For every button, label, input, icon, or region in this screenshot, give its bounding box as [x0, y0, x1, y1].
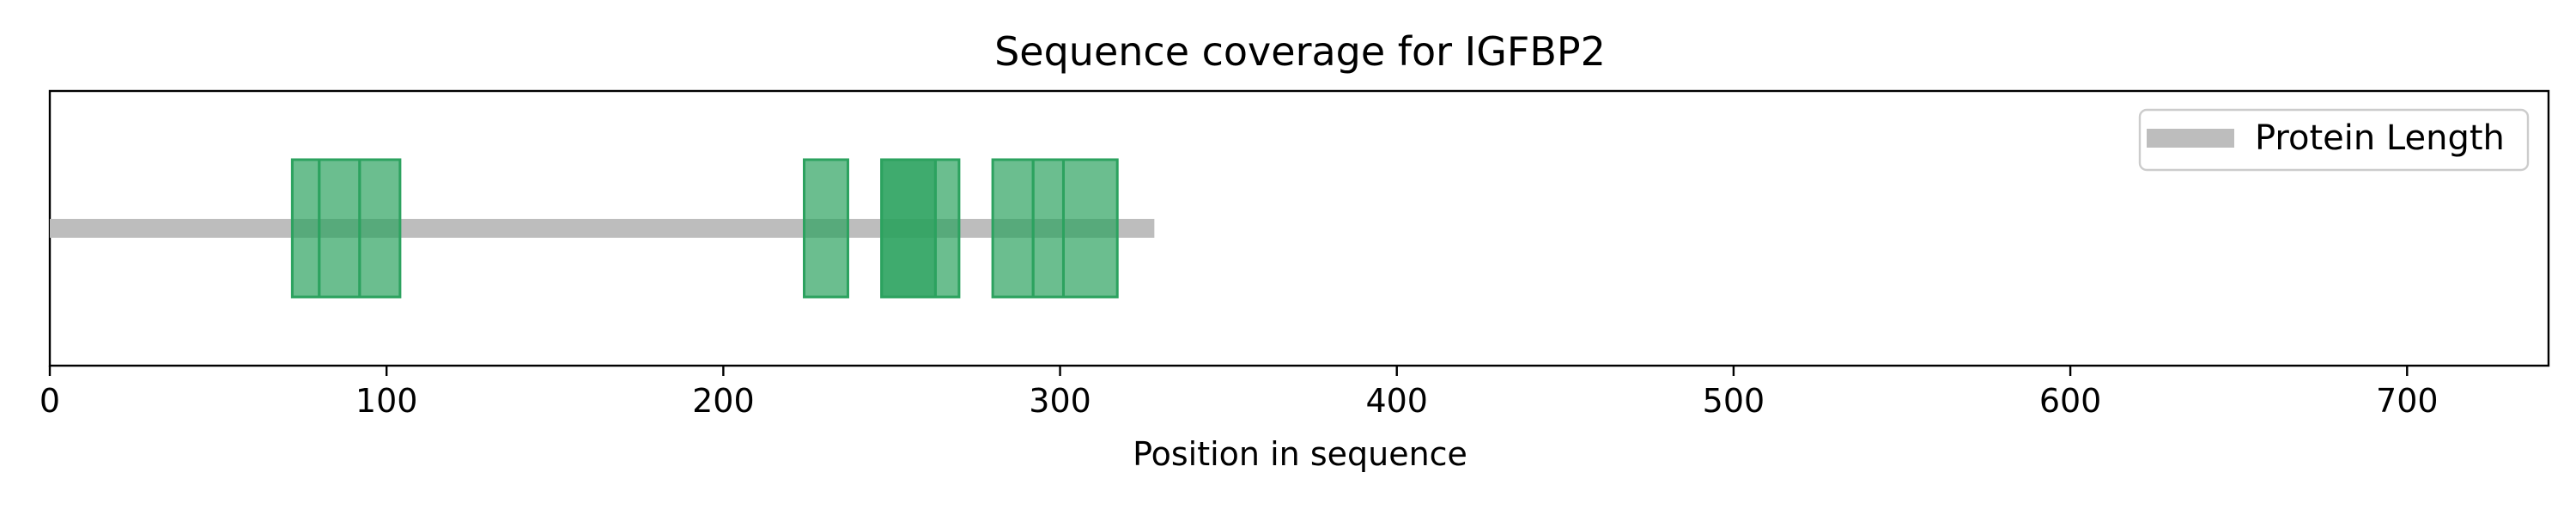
legend: Protein Length	[2138, 108, 2530, 172]
peptide-segment	[318, 158, 361, 299]
x-axis: 0 100 200 300 400 500 600 700	[39, 366, 2439, 420]
x-tick-label: 300	[1029, 382, 1091, 420]
peptide-segment	[1061, 158, 1119, 299]
peptide-segment	[1031, 158, 1065, 299]
peptide-segment	[880, 158, 937, 299]
x-tick-label: 400	[1365, 382, 1428, 420]
plot-area	[48, 89, 2550, 367]
legend-box	[2138, 108, 2530, 172]
peptide-layer	[290, 158, 1119, 299]
x-tick-label: 100	[355, 382, 418, 420]
chart-title: Sequence coverage for IGFBP2	[994, 28, 1606, 75]
peptide-segment	[802, 158, 849, 299]
x-axis-label: Position in sequence	[1133, 435, 1467, 473]
legend-label-protein-length: Protein Length	[2255, 118, 2505, 158]
x-tick-label: 500	[1703, 382, 1765, 420]
x-tick-label: 0	[39, 382, 60, 420]
peptide-segment	[933, 158, 961, 299]
x-tick-label: 600	[2039, 382, 2102, 420]
peptide-segment	[290, 158, 321, 299]
x-tick-label: 700	[2376, 382, 2439, 420]
x-tick-label: 200	[692, 382, 755, 420]
peptide-segment	[991, 158, 1035, 299]
peptide-segment	[358, 158, 402, 299]
